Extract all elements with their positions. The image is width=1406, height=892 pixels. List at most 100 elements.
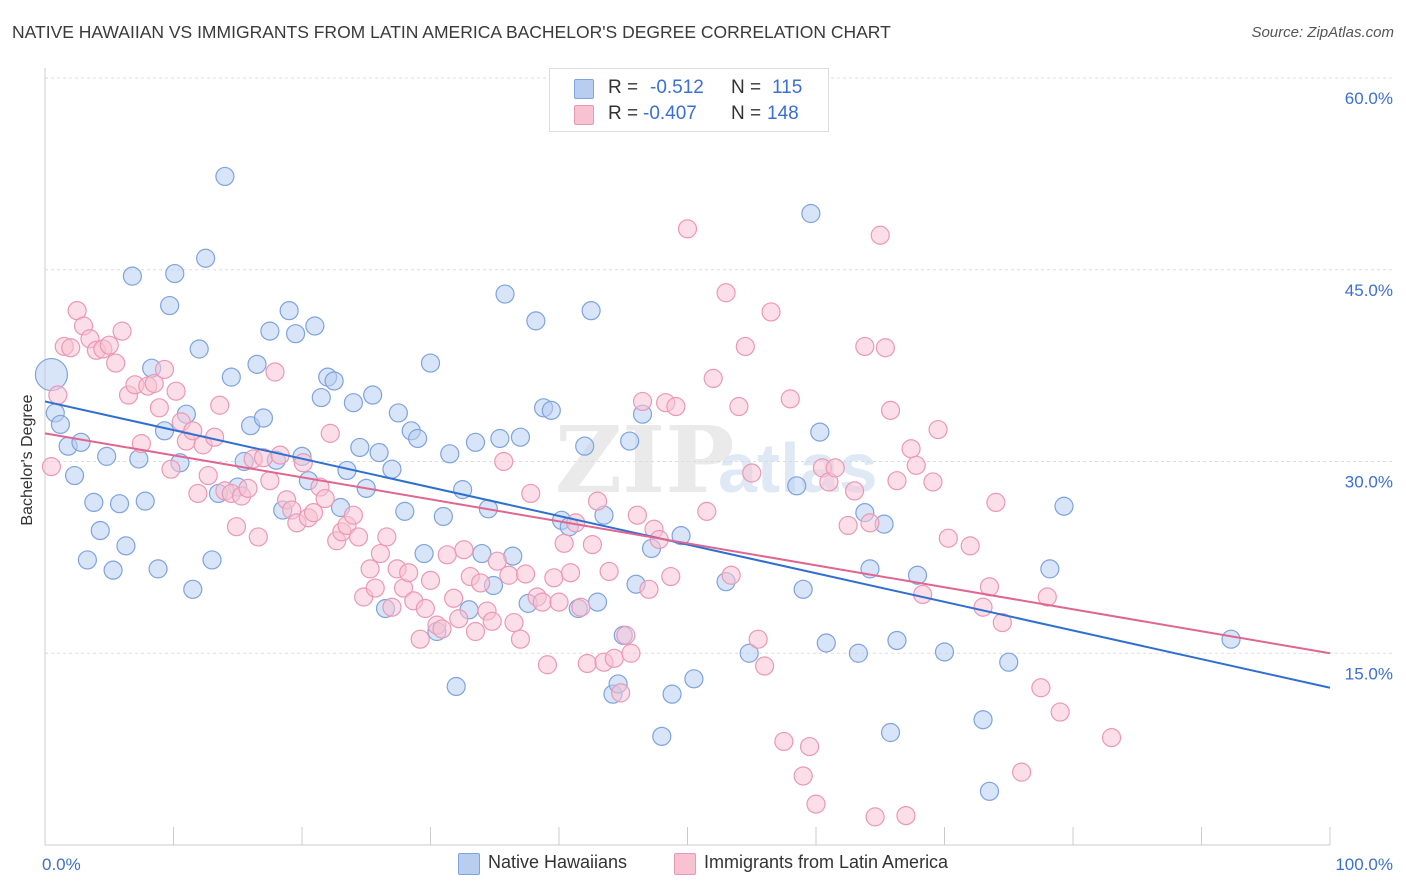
native-hawaiian-point (887, 630, 907, 651)
latin-america-point (494, 451, 514, 472)
native-hawaiian-point (495, 284, 515, 304)
y-axis-label: Bachelor's Degree (19, 394, 36, 526)
latin-america-point (320, 423, 340, 443)
latin-america-point (774, 731, 794, 752)
legend-r-value: -0.407 (643, 103, 697, 124)
native-hawaiian-point (587, 592, 608, 612)
native-hawaiian-point (64, 465, 85, 486)
latin-america-point (780, 389, 800, 409)
latin-america-point (860, 513, 880, 533)
native-hawaiian-point (84, 492, 104, 513)
latin-america-point (639, 579, 659, 599)
latin-america-point (761, 302, 781, 322)
native-hawaiian-point (154, 421, 175, 441)
latin-america-point (432, 619, 452, 639)
latin-america-point (499, 565, 519, 585)
latin-america-point (748, 629, 768, 649)
legend-r-value: -0.512 (650, 77, 704, 98)
bottom-legend-label: Immigrants from Latin America (704, 852, 949, 872)
native-hawaiian-point (526, 311, 546, 331)
native-hawaiian-point (907, 565, 928, 585)
chart-title: NATIVE HAWAIIAN VS IMMIGRANTS FROM LATIN… (12, 22, 891, 42)
native-hawaiian-point (581, 301, 601, 321)
latin-america-point (923, 472, 943, 492)
native-hawaiian-point (382, 459, 402, 479)
latin-america-point (370, 543, 390, 564)
latin-america-point (887, 471, 907, 491)
native-hawaiian-point (620, 431, 640, 451)
native-hawaiian-point (652, 726, 672, 746)
legend-swatch-blue (574, 79, 594, 99)
native-hawaiian-point (810, 422, 830, 442)
y-tick-label: 30.0% (1345, 473, 1393, 492)
native-hawaiian-point (77, 550, 98, 570)
y-tick-label: 60.0% (1345, 89, 1393, 108)
latin-america-point (415, 598, 435, 619)
y-tick-label: 15.0% (1345, 664, 1393, 683)
native-hawaiian-point (350, 437, 370, 458)
latin-america-point (382, 597, 402, 617)
latin-america-point (806, 794, 826, 814)
latin-america-point (960, 536, 980, 556)
latin-america-point (260, 471, 280, 491)
native-hawaiian-point (189, 339, 209, 359)
latin-america-point (41, 457, 62, 477)
latin-america-point (449, 609, 469, 629)
latin-america-point (666, 396, 686, 417)
bottom-legend-swatch-blue (458, 853, 480, 875)
native-hawaiian-point (285, 324, 306, 344)
bottom-legend-label: Native Hawaiians (488, 852, 628, 872)
native-hawaiian-point (279, 301, 299, 321)
native-hawaiian-point (305, 316, 325, 336)
trendline-latin-america (44, 432, 1331, 655)
latin-america-point (210, 395, 230, 415)
latin-america-point (986, 492, 1006, 513)
native-hawaiian-point (202, 550, 222, 570)
latin-america-point (144, 373, 164, 394)
latin-america-point (482, 611, 502, 631)
latin-america-point (587, 491, 608, 511)
native-hawaiian-point (671, 526, 691, 546)
latin-america-point (1031, 678, 1051, 698)
latin-america-point (799, 736, 820, 757)
latin-america-point (521, 483, 541, 504)
latin-america-point (616, 625, 636, 645)
latin-america-point (928, 419, 948, 440)
latin-america-point (454, 540, 474, 560)
native-hawaiian-point (103, 560, 123, 580)
native-hawaiian-point (160, 295, 180, 316)
latin-america-point (742, 463, 762, 483)
latin-america-point (377, 527, 397, 547)
native-hawaiian-point (1054, 496, 1074, 516)
latin-america-point (896, 805, 916, 826)
latin-america-point (611, 683, 631, 703)
legend-n-label: N = (731, 103, 762, 124)
native-hawaiian-point (414, 543, 434, 564)
latin-america-point (604, 648, 624, 668)
native-hawaiian-point (183, 579, 203, 599)
latin-america-point (487, 551, 507, 571)
trendline-native-hawaiians (44, 400, 1331, 689)
axes (44, 68, 1331, 846)
latin-america-point (537, 655, 558, 675)
latin-america-point (844, 481, 865, 501)
latin-america-point (906, 455, 926, 475)
latin-america-point (1011, 762, 1032, 782)
latin-america-point (48, 385, 68, 405)
native-hawaiian-point (122, 266, 142, 286)
latin-america-point (677, 219, 698, 239)
latin-america-point (577, 653, 597, 674)
legend-r-label: R = (608, 77, 639, 98)
native-hawaiian-point (34, 357, 69, 392)
latin-america-point (303, 503, 324, 523)
latin-america-point (703, 368, 723, 389)
latin-america-point (293, 453, 313, 473)
native-hawaiian-point (116, 536, 136, 556)
grid-lines (45, 77, 1393, 654)
native-hawaiian-point (787, 476, 807, 496)
latin-america-point (188, 483, 208, 504)
latin-america-point (198, 465, 218, 486)
native-hawaiian-point (793, 579, 813, 599)
native-hawaiian-point (71, 432, 91, 452)
